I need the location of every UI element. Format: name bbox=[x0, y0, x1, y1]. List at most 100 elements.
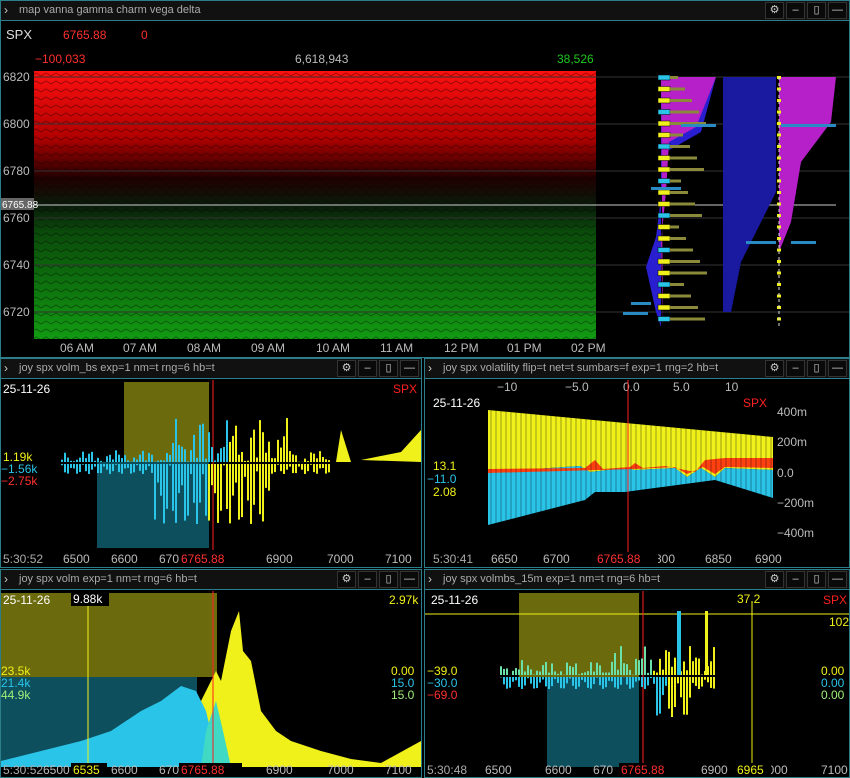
restore-button[interactable]: ▯ bbox=[807, 2, 826, 19]
close-button[interactable]: — bbox=[828, 360, 847, 377]
price-label: 6765.88 bbox=[181, 552, 225, 566]
cursor-value: 6765.88 bbox=[2, 200, 39, 211]
bar bbox=[124, 464, 126, 469]
restore-button[interactable]: ▯ bbox=[807, 360, 826, 377]
bar bbox=[109, 454, 111, 462]
bar bbox=[590, 677, 592, 689]
bar-stripes bbox=[490, 410, 772, 525]
minimize-button[interactable]: – bbox=[786, 2, 805, 19]
bar bbox=[596, 677, 598, 678]
price-tag bbox=[595, 552, 658, 566]
svg-text:7100: 7100 bbox=[821, 763, 848, 777]
settings-icon[interactable]: ⚙ bbox=[765, 360, 784, 377]
bar bbox=[109, 464, 111, 474]
svg-text:6600: 6600 bbox=[545, 763, 572, 777]
settings-icon[interactable]: ⚙ bbox=[337, 360, 356, 377]
bar bbox=[61, 464, 63, 466]
svg-text:7100: 7100 bbox=[385, 763, 412, 777]
volm-bs-chart[interactable]: 25-11-26 SPX 1.19k −1.56k −2.75k 5:30:52… bbox=[1, 380, 421, 568]
panel-titlebar[interactable]: › joy spx volm_bs exp=1 nm=t rng=6 hb=t … bbox=[1, 359, 421, 379]
bar bbox=[91, 451, 93, 462]
right-value-3: 15.0 bbox=[391, 688, 415, 702]
ladder-hbar bbox=[681, 124, 716, 127]
chevron-right-icon[interactable]: › bbox=[428, 572, 432, 586]
svg-text:6850: 6850 bbox=[705, 552, 732, 566]
minimize-button[interactable]: – bbox=[786, 571, 805, 588]
bar bbox=[97, 457, 99, 462]
minimize-button[interactable]: – bbox=[358, 571, 377, 588]
x-axis: 6500 6600 670 6900 7000 7100 bbox=[63, 552, 412, 566]
chevron-right-icon[interactable]: › bbox=[4, 3, 8, 17]
ladder-bar bbox=[670, 260, 700, 263]
restore-button[interactable]: ▯ bbox=[379, 360, 398, 377]
bar bbox=[641, 658, 643, 675]
svg-text:7100: 7100 bbox=[385, 552, 412, 566]
bar bbox=[692, 661, 694, 675]
x-axis: 06 AM 07 AM 08 AM 09 AM 10 AM 11 AM 12 PM 01 … bbox=[60, 341, 606, 355]
bar bbox=[127, 464, 129, 469]
settings-icon[interactable]: ⚙ bbox=[765, 2, 784, 19]
chevron-right-icon[interactable]: › bbox=[4, 361, 8, 375]
close-button[interactable]: — bbox=[828, 571, 847, 588]
bar bbox=[322, 464, 324, 469]
panel-titlebar[interactable]: › map vanna gamma charm vega delta ⚙ – ▯… bbox=[1, 1, 849, 21]
restore-button[interactable]: ▯ bbox=[379, 571, 398, 588]
chevron-right-icon[interactable]: › bbox=[4, 572, 8, 586]
bar bbox=[325, 459, 327, 462]
volmbs-15m-chart[interactable]: 25-11-26 SPX 37.2 102 −39.0 −30.0 −69.0 … bbox=[425, 591, 849, 778]
strike-tag bbox=[71, 763, 107, 777]
bar bbox=[280, 447, 282, 462]
bar bbox=[202, 423, 204, 462]
close-button[interactable]: — bbox=[400, 360, 419, 377]
bar bbox=[533, 677, 535, 689]
bar bbox=[677, 677, 679, 684]
bar bbox=[262, 464, 264, 522]
profile-right-magenta bbox=[779, 77, 836, 252]
bar bbox=[238, 464, 240, 520]
bar bbox=[187, 464, 189, 516]
time-label: 5:30:41 bbox=[433, 552, 473, 566]
bar bbox=[698, 658, 700, 675]
bar bbox=[211, 447, 213, 462]
price-tag bbox=[179, 552, 242, 566]
bar bbox=[103, 464, 105, 467]
highlight-zone-top bbox=[124, 382, 209, 462]
volm-chart[interactable]: 25-11-26 9.88k 2.97k 23.5k 21.4k 44.9k 0… bbox=[1, 591, 421, 778]
bar bbox=[614, 677, 616, 688]
bar bbox=[319, 451, 321, 462]
bar bbox=[677, 611, 681, 675]
svg-text:0.0: 0.0 bbox=[623, 380, 640, 394]
close-button[interactable]: — bbox=[400, 571, 419, 588]
bar bbox=[611, 677, 613, 682]
settings-icon[interactable]: ⚙ bbox=[765, 571, 784, 588]
settings-icon[interactable]: ⚙ bbox=[337, 571, 356, 588]
minimize-button[interactable]: – bbox=[786, 360, 805, 377]
ladder-bar bbox=[670, 294, 691, 298]
panel-titlebar[interactable]: › joy spx volm exp=1 nm=t rng=6 hb=t ⚙ – ▯… bbox=[1, 570, 421, 590]
right-value-1: 0.00 bbox=[821, 664, 845, 678]
heatmap-chart[interactable]: SPX 6765.88 0 −100,033 6,618,943 38,526 … bbox=[1, 22, 850, 358]
restore-button[interactable]: ▯ bbox=[807, 571, 826, 588]
bar bbox=[686, 677, 688, 715]
ladder-mark bbox=[657, 235, 671, 242]
bar bbox=[247, 464, 249, 501]
ladder-mark bbox=[657, 178, 671, 184]
panel-titlebar[interactable]: › joy spx volmbs_15m exp=1 nm=t rng=6 hb… bbox=[425, 570, 849, 590]
bar bbox=[608, 677, 610, 681]
bar bbox=[292, 454, 294, 462]
bar bbox=[145, 464, 147, 471]
bar bbox=[253, 464, 255, 505]
close-button[interactable]: — bbox=[828, 2, 847, 19]
minimize-button[interactable]: – bbox=[358, 360, 377, 377]
volatility-chart[interactable]: −10 −5.0 0.0 5.0 10 25-11-26 SPX 13.1 −11.0… bbox=[425, 380, 849, 568]
panel-titlebar[interactable]: › joy spx volatility flip=t net=t sumbar… bbox=[425, 359, 849, 379]
bar bbox=[178, 464, 180, 494]
bar bbox=[503, 668, 505, 675]
volmbs-15m-panel: › joy spx volmbs_15m exp=1 nm=t rng=6 hb… bbox=[424, 569, 850, 778]
svg-text:5.0: 5.0 bbox=[673, 380, 690, 394]
bar bbox=[572, 677, 574, 686]
right-value-2: 0.00 bbox=[821, 676, 845, 690]
bar bbox=[274, 458, 276, 462]
bar bbox=[217, 464, 219, 523]
chevron-right-icon[interactable]: › bbox=[428, 361, 432, 375]
